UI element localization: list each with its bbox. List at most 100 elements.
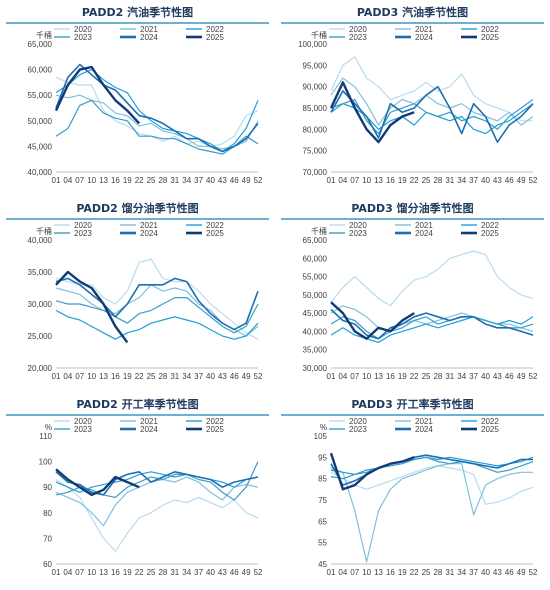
x-tick-label: 01 [327, 176, 336, 185]
x-tick-label: 49 [242, 176, 251, 185]
y-tick-label: 50,000 [303, 291, 328, 300]
legend-label: 2023 [74, 229, 92, 238]
y-tick-label: 75 [318, 496, 327, 505]
series-line-2025 [55, 468, 140, 497]
series-line-2024 [55, 63, 259, 153]
x-tick-label: 22 [410, 568, 419, 577]
x-tick-label: 25 [147, 568, 156, 577]
x-tick-label: 22 [135, 568, 144, 577]
x-tick-label: 25 [422, 372, 431, 381]
y-tick-label: 65 [318, 517, 327, 526]
series-line-2025 [329, 452, 415, 491]
series-line-2025 [330, 301, 415, 340]
chart-title: PADD3 开工率季节性图 [351, 397, 473, 411]
x-tick-label: 52 [529, 568, 538, 577]
x-tick-label: 04 [63, 372, 72, 381]
y-unit-label: 千桶 [36, 30, 52, 40]
series-line-2020 [55, 258, 259, 340]
legend-label: 2021 [415, 417, 433, 426]
x-tick-label: 07 [75, 568, 84, 577]
x-tick-label: 07 [75, 372, 84, 381]
series-line-2025 [329, 81, 415, 144]
x-tick-label: 49 [242, 372, 251, 381]
chart-panel: PADD3 馏分油季节性图 千桶 30,000 35,000 40,000 45,000 5… [275, 196, 550, 392]
series-line-2020 [330, 250, 534, 307]
legend-label: 2024 [415, 33, 433, 42]
y-tick-label: 65,000 [303, 236, 328, 245]
legend-label: 2021 [140, 417, 158, 426]
y-tick-label: 70 [43, 534, 52, 543]
x-tick-label: 13 [99, 568, 108, 577]
x-tick-label: 52 [529, 372, 538, 381]
legend-label: 2020 [74, 25, 92, 34]
x-tick-label: 19 [123, 372, 132, 381]
y-tick-label: 85,000 [303, 104, 328, 113]
y-tick-label: 90 [43, 483, 52, 492]
x-tick-label: 19 [123, 176, 132, 185]
y-tick-label: 20,000 [28, 364, 53, 373]
series-line-2022 [55, 471, 259, 493]
y-tick-label: 110 [39, 432, 52, 441]
legend-label: 2025 [206, 425, 224, 434]
chart-panel: PADD2 开工率季节性图% 60 70 80 90 100 110 01 04 07 10 13 16… [0, 392, 275, 588]
x-tick-label: 40 [206, 372, 215, 381]
legend-label: 2022 [206, 25, 224, 34]
x-tick-label: 37 [469, 176, 478, 185]
legend-label: 2022 [481, 25, 499, 34]
y-tick-label: 55 [318, 539, 327, 548]
x-tick-label: 13 [99, 176, 108, 185]
series-line-2023 [330, 316, 534, 340]
series-line-2024 [330, 308, 534, 340]
x-tick-label: 28 [158, 568, 167, 577]
y-unit-label: 千桶 [36, 226, 52, 236]
x-tick-label: 34 [457, 372, 466, 381]
x-tick-label: 37 [469, 568, 478, 577]
y-tick-label: 90,000 [303, 83, 328, 92]
series-line-2021 [55, 94, 259, 150]
chart-panel: PADD2 馏分油季节性图 千桶 20,000 25,000 30,000 35,000 4… [0, 196, 275, 392]
series-line-2021 [55, 476, 259, 527]
series-line-2023 [330, 98, 534, 135]
chart-panel: PADD2 汽油季节性图 千桶 40,000 45,000 50,000 55,000 60… [0, 0, 275, 196]
x-tick-label: 07 [75, 176, 84, 185]
x-tick-label: 43 [218, 568, 227, 577]
legend-label: 2023 [349, 33, 367, 42]
y-tick-label: 40,000 [303, 327, 328, 336]
x-tick-label: 10 [87, 568, 96, 577]
chart-title: PADD2 汽油季节性图 [82, 5, 193, 19]
legend-label: 2023 [74, 425, 92, 434]
x-tick-label: 34 [457, 176, 466, 185]
x-tick-label: 10 [87, 176, 96, 185]
x-tick-label: 07 [350, 568, 359, 577]
x-tick-label: 10 [362, 372, 371, 381]
y-tick-label: 60,000 [28, 66, 53, 75]
y-tick-label: 40,000 [28, 236, 53, 245]
x-tick-label: 34 [182, 568, 191, 577]
x-tick-label: 01 [327, 568, 336, 577]
y-tick-label: 80,000 [303, 125, 328, 134]
x-tick-label: 13 [374, 568, 383, 577]
y-tick-label: 55,000 [28, 91, 53, 100]
chart-title: PADD2 馏分油季节性图 [76, 201, 198, 215]
x-tick-label: 25 [147, 372, 156, 381]
x-tick-label: 19 [398, 372, 407, 381]
series-line-2020 [55, 76, 259, 147]
legend-label: 2022 [481, 417, 499, 426]
x-tick-label: 28 [433, 568, 442, 577]
x-tick-label: 43 [218, 176, 227, 185]
y-unit-label: % [45, 423, 52, 432]
x-tick-label: 34 [182, 372, 191, 381]
x-tick-label: 40 [206, 568, 215, 577]
legend-label: 2023 [349, 425, 367, 434]
y-tick-label: 85 [318, 475, 327, 484]
y-unit-label: 千桶 [311, 30, 327, 40]
y-tick-label: 35,000 [303, 346, 328, 355]
x-tick-label: 46 [230, 176, 239, 185]
legend-label: 2020 [349, 25, 367, 34]
x-tick-label: 13 [374, 176, 383, 185]
y-tick-label: 45,000 [303, 309, 328, 318]
